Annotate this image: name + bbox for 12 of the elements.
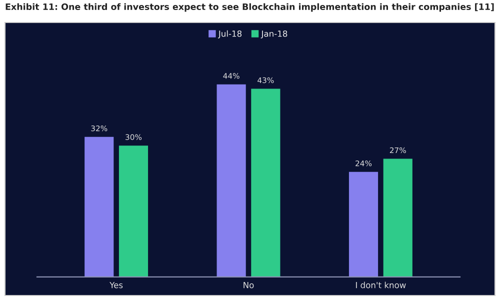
chart-title: Exhibit 11: One third of investors expect to see Blockchain implementation in their companies [11] xyxy=(6,3,494,12)
legend-label: Jul-18 xyxy=(218,30,242,38)
bar xyxy=(118,146,148,277)
x-tick-label: No xyxy=(244,282,254,288)
bar xyxy=(348,172,378,277)
x-tick-label: I don't know xyxy=(356,282,406,288)
x-tick-label: Yes xyxy=(110,282,123,288)
legend-label: Jan-18 xyxy=(260,30,288,38)
bar xyxy=(84,136,114,277)
bar xyxy=(251,88,280,277)
bar xyxy=(383,158,412,277)
bar xyxy=(216,84,246,277)
